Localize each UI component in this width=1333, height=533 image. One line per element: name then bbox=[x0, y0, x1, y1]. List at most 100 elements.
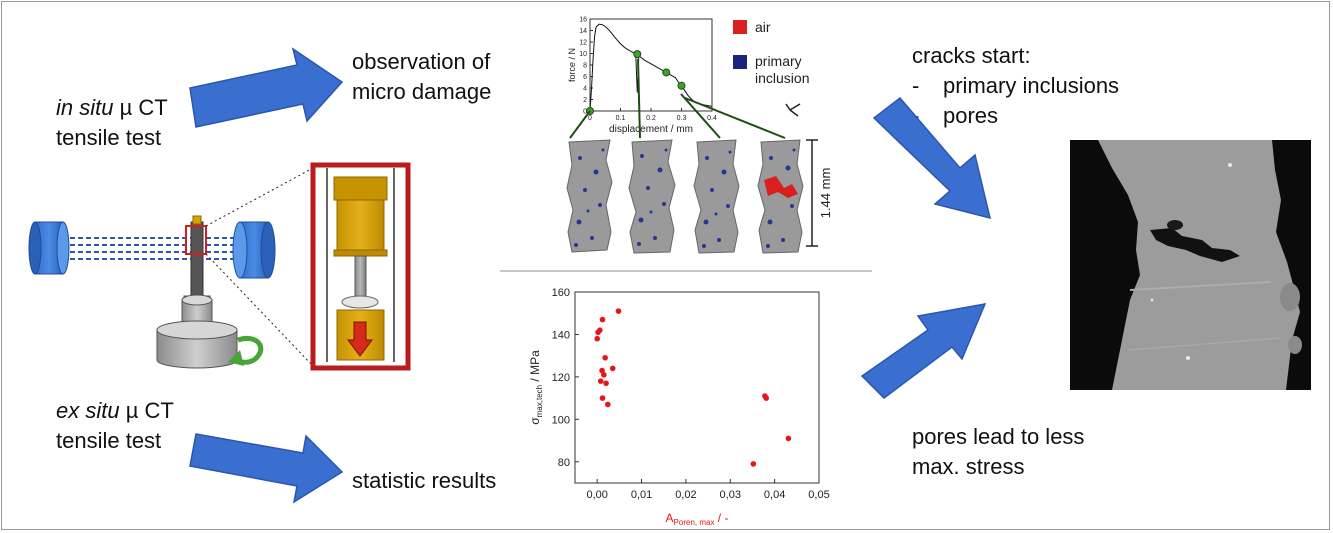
exsitu-method: µ CT bbox=[119, 398, 174, 423]
xray-source-icon bbox=[28, 221, 70, 275]
exsitu-mode: ex situ bbox=[56, 398, 120, 423]
scatter-y-tick-label: 140 bbox=[552, 329, 570, 341]
scatter-point bbox=[750, 461, 757, 467]
curve-y-tick-label: 6 bbox=[583, 74, 587, 81]
curve-plot-frame bbox=[589, 18, 713, 112]
curve-marker bbox=[677, 81, 686, 90]
curve-line bbox=[589, 23, 713, 112]
scatter-y-tick-label: 80 bbox=[558, 457, 570, 469]
pores-conclusion: pores lead to less max. stress bbox=[912, 422, 1084, 482]
curve-y-tick-label: 16 bbox=[579, 17, 587, 24]
ct-sample-renderings bbox=[566, 139, 804, 254]
arrow-to-pores-conclusion bbox=[860, 303, 987, 399]
curve-x-tick-label: 0.3 bbox=[677, 115, 687, 122]
scatter-point bbox=[597, 327, 603, 334]
pores-conclusion-line2: max. stress bbox=[912, 454, 1025, 479]
scatter-y-tick-label: 120 bbox=[552, 372, 570, 384]
observation-line1: observation of bbox=[352, 49, 491, 74]
scatter-y-axis-label: σmax,tech / MPa bbox=[528, 350, 544, 425]
curve-marker bbox=[662, 68, 671, 77]
axis-triad-icon bbox=[785, 103, 801, 117]
ct-sample-2 bbox=[628, 139, 676, 254]
cracks-item-inclusions: - primary inclusions bbox=[912, 73, 1120, 98]
observation-label: observation of micro damage bbox=[352, 47, 491, 107]
insitu-method: µ CT bbox=[113, 95, 168, 120]
scatter-point bbox=[763, 395, 770, 401]
force-displacement-chart: 0 0.1 0.2 0.3 0.4 0 2 4 6 8 10 12 14 16 displacement /… bbox=[567, 17, 717, 136]
detector-icon bbox=[232, 221, 276, 279]
scatter-x-tick-label: 0,05 bbox=[808, 489, 829, 501]
curve-x-tick-label: 0 bbox=[588, 115, 592, 122]
scatter-x-tick-label: 0,00 bbox=[586, 489, 607, 501]
ct-sample-1 bbox=[566, 139, 613, 253]
scatter-point bbox=[605, 401, 611, 408]
statistic-label: statistic results bbox=[352, 468, 497, 493]
legend-swatch-inclusion bbox=[733, 55, 747, 69]
scatter-point bbox=[609, 365, 616, 372]
insitu-label: in situ µ CT tensile test bbox=[56, 93, 168, 153]
curve-y-tick-label: 2 bbox=[583, 97, 587, 104]
scatter-point bbox=[601, 371, 607, 378]
scatter-plot-frame bbox=[574, 291, 820, 484]
ct-sample-3 bbox=[693, 139, 740, 254]
legend-label-inclusion-1: primary bbox=[755, 53, 802, 69]
curve-y-tick-label: 8 bbox=[583, 63, 587, 70]
scatter-point bbox=[615, 308, 622, 314]
sample-holder-zoom bbox=[310, 162, 411, 371]
curve-x-axis-label: displacement / mm bbox=[609, 124, 693, 135]
curve-x-tick-label: 0.2 bbox=[646, 115, 656, 122]
rotation-arrow-icon bbox=[228, 336, 264, 366]
tensile-stage-icon bbox=[156, 215, 238, 369]
arrow-insitu-to-observation bbox=[189, 47, 344, 128]
scatter-point bbox=[599, 316, 606, 323]
curve-marker bbox=[633, 50, 642, 59]
scatter-x-tick-label: 0,04 bbox=[764, 489, 785, 501]
curve-y-tick-label: 12 bbox=[579, 40, 587, 47]
scatter-point bbox=[603, 380, 609, 387]
scatter-y-tick-label: 160 bbox=[552, 287, 570, 299]
curve-x-tick-label: 0.1 bbox=[616, 115, 626, 122]
scatter-point bbox=[594, 335, 600, 342]
legend: air primary inclusion bbox=[733, 19, 809, 86]
scale-bar: 1.44 mm bbox=[806, 139, 833, 247]
ct-sample-4-cracked bbox=[757, 139, 804, 254]
legend-label-inclusion-2: inclusion bbox=[755, 70, 809, 86]
observation-line2: micro damage bbox=[352, 79, 492, 104]
insitu-mode: in situ bbox=[56, 95, 114, 120]
fracture-micrograph bbox=[1070, 140, 1311, 390]
scatter-x-tick-label: 0,01 bbox=[631, 489, 652, 501]
strength-vs-pore-area-chart: 0,00 0,01 0,02 0,03 0,04 0,05 80 100 120 140 160 AP… bbox=[528, 287, 830, 527]
exsitu-test: tensile test bbox=[56, 428, 162, 453]
exsitu-label: ex situ µ CT tensile test bbox=[56, 396, 174, 456]
curve-y-tick-label: 0 bbox=[583, 109, 587, 116]
arrow-exsitu-to-statistic bbox=[189, 433, 344, 504]
curve-x-tick-label: 0.4 bbox=[707, 115, 717, 122]
curve-y-tick-label: 4 bbox=[583, 86, 587, 93]
cracks-block: cracks start: -primary inclusions -pores bbox=[912, 41, 1119, 131]
pull-direction-arrow-icon bbox=[347, 321, 373, 357]
curve-y-axis-label: force / N bbox=[567, 48, 577, 82]
pores-conclusion-line1: pores lead to less bbox=[912, 424, 1085, 449]
scatter-point bbox=[599, 395, 606, 401]
scale-bar-label: 1.44 mm bbox=[818, 168, 833, 219]
cracks-title: cracks start: bbox=[912, 43, 1031, 68]
curve-y-tick-label: 14 bbox=[579, 28, 587, 35]
xray-beam-icon bbox=[70, 237, 238, 260]
zoom-lines bbox=[205, 167, 314, 367]
curve-connectors bbox=[569, 58, 786, 139]
scatter-y-tick-label: 100 bbox=[552, 414, 570, 426]
scatter-x-axis-label: APoren, max / - bbox=[666, 511, 729, 527]
scatter-point bbox=[602, 354, 608, 361]
arrow-to-cracks bbox=[872, 96, 992, 220]
scatter-point bbox=[785, 435, 792, 442]
insitu-test: tensile test bbox=[56, 125, 162, 150]
legend-swatch-air bbox=[733, 20, 747, 34]
scatter-point bbox=[599, 367, 605, 374]
scatter-point bbox=[597, 378, 604, 384]
scatter-x-tick-label: 0,03 bbox=[720, 489, 741, 501]
curve-y-tick-label: 10 bbox=[579, 51, 587, 58]
legend-label-air: air bbox=[755, 19, 771, 35]
scatter-x-tick-label: 0,02 bbox=[675, 489, 696, 501]
